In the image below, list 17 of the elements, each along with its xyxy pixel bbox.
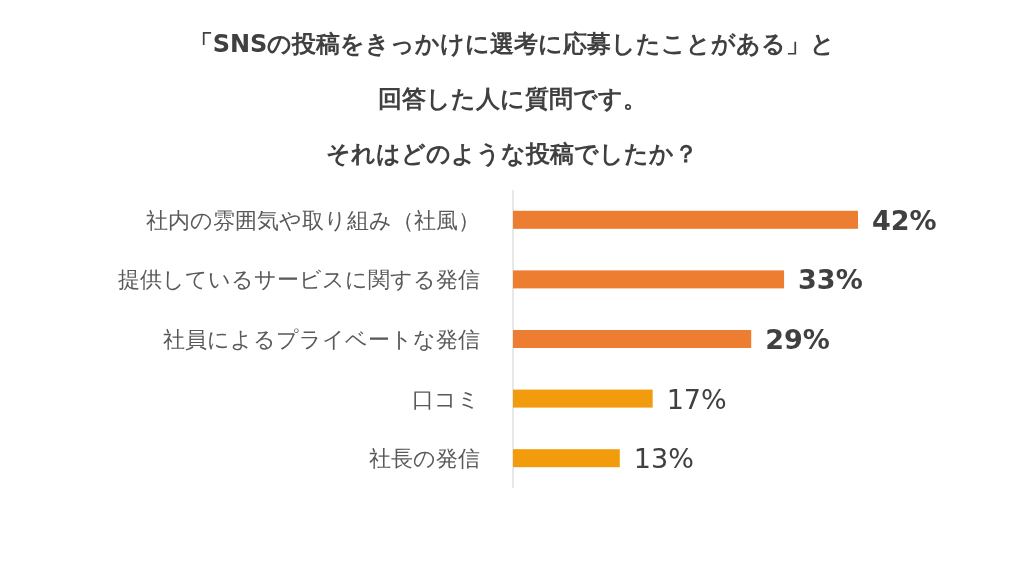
chart-subtitle: それはどのような投稿でしたか？ [325,139,699,170]
bar [513,389,653,408]
y-tick-label: 社員によるプライベートな発信 [163,327,480,352]
bar [513,210,858,229]
y-tick-label: 社内の雰囲気や取り組み（社風） [146,207,480,233]
data-label: 17% [666,383,727,415]
bar [513,330,752,348]
chart-title: 「SNSの投稿をきっかけに選考に応募したことがある」と回答した人に質問です。 [187,29,837,115]
data-label: 13% [633,443,694,475]
bar [513,449,620,468]
y-tick-label: 口コミ [412,386,480,412]
data-label: 29% [765,324,830,355]
bar [513,270,785,289]
y-tick-label: 提供しているサービスに関する発信 [118,267,480,293]
data-label: 33% [798,264,863,296]
y-tick-label: 社長の発信 [369,446,480,472]
data-label: 42% [872,204,937,236]
